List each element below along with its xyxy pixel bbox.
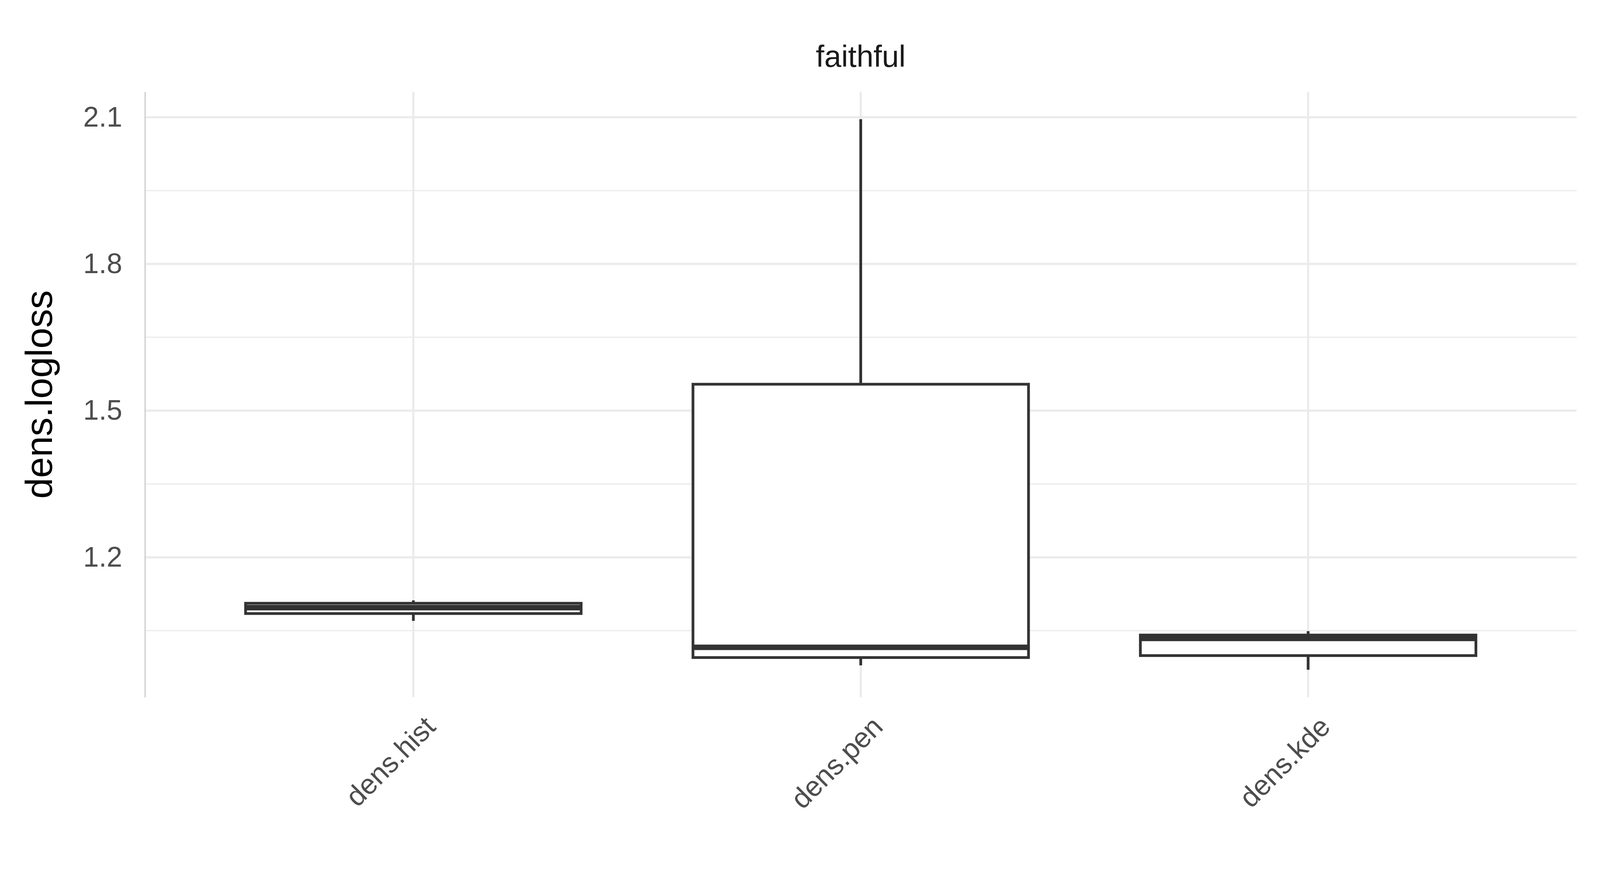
- x-tick: dens.hist: [339, 696, 442, 813]
- y-tick: 2.1: [83, 101, 145, 133]
- box-group: [692, 119, 1029, 666]
- x-tick: dens.kde: [1233, 696, 1336, 813]
- median: [1140, 635, 1476, 642]
- y-axis-line: [144, 92, 146, 698]
- y-axis: 1.2 1.5 1.8 2.1: [83, 92, 146, 698]
- x-tick-label: dens.pen: [784, 710, 889, 815]
- box: [1140, 634, 1476, 656]
- y-tick: 1.5: [83, 394, 145, 426]
- y-tick-label: 1.2: [83, 541, 123, 573]
- box: [692, 383, 1029, 658]
- x-tick-label: dens.hist: [339, 710, 442, 812]
- box-group: [245, 600, 582, 621]
- y-tick-label: 1.5: [83, 394, 123, 426]
- grid: [144, 91, 1577, 697]
- box: [245, 603, 582, 614]
- x-tick-label: dens.kde: [1233, 710, 1336, 813]
- grid-line-x: [1307, 91, 1310, 697]
- x-axis: dens.hist dens.pen dens.kde: [339, 696, 1336, 815]
- median: [245, 604, 582, 611]
- chart: 1.2 1.5 1.8 2.1 dens.hist dens.pen dens.kde fai…: [0, 0, 1600, 873]
- lower-whisker: [1306, 655, 1310, 670]
- x-tick: dens.pen: [784, 696, 889, 815]
- y-tick-label: 1.8: [83, 247, 123, 279]
- upper-whisker: [859, 119, 863, 384]
- box-group: [1140, 630, 1476, 670]
- boxes: [245, 119, 1477, 670]
- median: [692, 644, 1029, 650]
- y-tick: 1.8: [83, 247, 145, 279]
- y-tick-label: 2.1: [83, 101, 123, 133]
- title: faithful: [816, 39, 906, 74]
- y-tick: 1.2: [83, 541, 145, 573]
- y-axis-title: dens.logloss: [17, 290, 60, 499]
